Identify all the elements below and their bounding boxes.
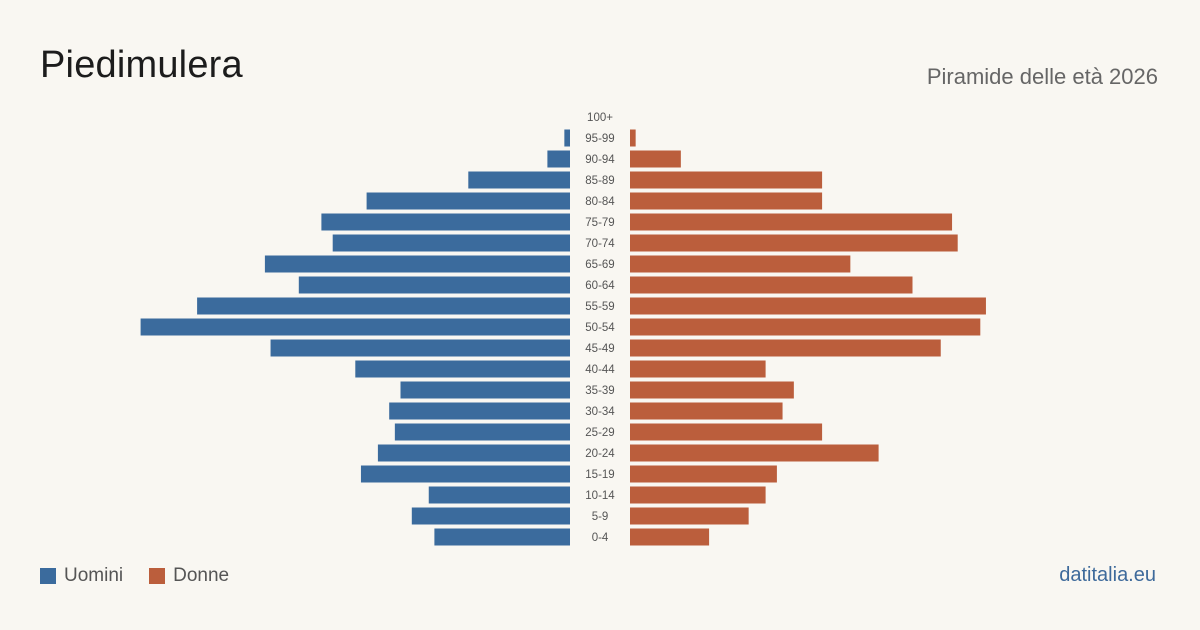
age-label-95-99: 95-99 <box>585 133 614 145</box>
bar-men-75-79 <box>321 213 570 231</box>
chart-subtitle: Piramide delle età 2026 <box>926 64 1158 89</box>
bar-men-15-19 <box>360 465 570 483</box>
bar-men-5-9 <box>411 507 570 525</box>
bar-men-85-89 <box>468 171 570 189</box>
bar-women-50-54 <box>630 318 981 336</box>
bar-women-0-4 <box>630 528 710 546</box>
age-label-50-54: 50-54 <box>585 322 615 334</box>
age-label-35-39: 35-39 <box>585 385 614 397</box>
age-label-90-94: 90-94 <box>585 154 615 166</box>
bar-women-35-39 <box>630 381 794 399</box>
bar-women-65-69 <box>630 255 851 273</box>
age-label-30-34: 30-34 <box>585 406 615 418</box>
source-link[interactable]: datitalia.eu <box>1059 564 1156 586</box>
age-label-25-29: 25-29 <box>585 427 614 439</box>
bar-men-95-99 <box>564 129 570 147</box>
bar-men-70-74 <box>332 234 570 252</box>
age-label-20-24: 20-24 <box>585 448 615 460</box>
bar-men-40-44 <box>355 360 570 378</box>
bar-women-40-44 <box>630 360 766 378</box>
bar-men-65-69 <box>264 255 570 273</box>
age-label-55-59: 55-59 <box>585 301 614 313</box>
age-label-65-69: 65-69 <box>585 259 614 271</box>
bar-men-10-14 <box>428 486 570 504</box>
legend: Uomini Donne <box>40 565 255 587</box>
legend-item-women: Donne <box>149 565 229 587</box>
bar-women-95-99 <box>630 129 636 147</box>
bar-women-85-89 <box>630 171 823 189</box>
bar-women-70-74 <box>630 234 958 252</box>
age-label-40-44: 40-44 <box>585 364 615 376</box>
bar-men-60-64 <box>298 276 570 294</box>
bar-women-25-29 <box>630 423 823 441</box>
bar-women-20-24 <box>630 444 879 462</box>
legend-swatch-women <box>149 568 166 584</box>
bar-women-75-79 <box>630 213 953 231</box>
bar-women-10-14 <box>630 486 766 504</box>
age-label-70-74: 70-74 <box>585 238 615 250</box>
age-label-45-49: 45-49 <box>585 343 614 355</box>
legend-item-men: Uomini <box>40 565 123 587</box>
bar-women-30-34 <box>630 402 783 420</box>
bar-men-90-94 <box>547 150 570 168</box>
bar-men-35-39 <box>400 381 570 399</box>
age-label-5-9: 5-9 <box>592 511 609 523</box>
age-label-75-79: 75-79 <box>585 217 614 229</box>
bar-men-55-59 <box>197 297 570 315</box>
age-label-60-64: 60-64 <box>585 280 615 292</box>
age-label-80-84: 80-84 <box>585 196 615 208</box>
bar-men-45-49 <box>270 339 570 357</box>
chart-title: Piedimulera <box>40 44 243 86</box>
age-label-15-19: 15-19 <box>585 469 614 481</box>
bar-men-0-4 <box>434 528 570 546</box>
bar-women-5-9 <box>630 507 749 525</box>
legend-swatch-men <box>40 568 56 584</box>
legend-label-men: Uomini <box>64 565 124 586</box>
age-label-0-4: 0-4 <box>592 532 609 544</box>
bar-women-55-59 <box>630 297 986 315</box>
bar-men-50-54 <box>140 318 570 336</box>
age-label-100plus: 100+ <box>587 112 613 124</box>
bar-women-45-49 <box>630 339 941 357</box>
age-label-85-89: 85-89 <box>585 175 614 187</box>
bar-men-30-34 <box>389 402 570 420</box>
bar-women-15-19 <box>630 465 777 483</box>
bar-women-60-64 <box>630 276 913 294</box>
bar-men-20-24 <box>377 444 570 462</box>
bar-women-90-94 <box>630 150 681 168</box>
legend-label-women: Donne <box>173 565 230 586</box>
age-label-10-14: 10-14 <box>585 490 615 502</box>
bar-women-80-84 <box>630 192 823 210</box>
bar-men-25-29 <box>394 423 570 441</box>
bar-men-80-84 <box>366 192 570 210</box>
